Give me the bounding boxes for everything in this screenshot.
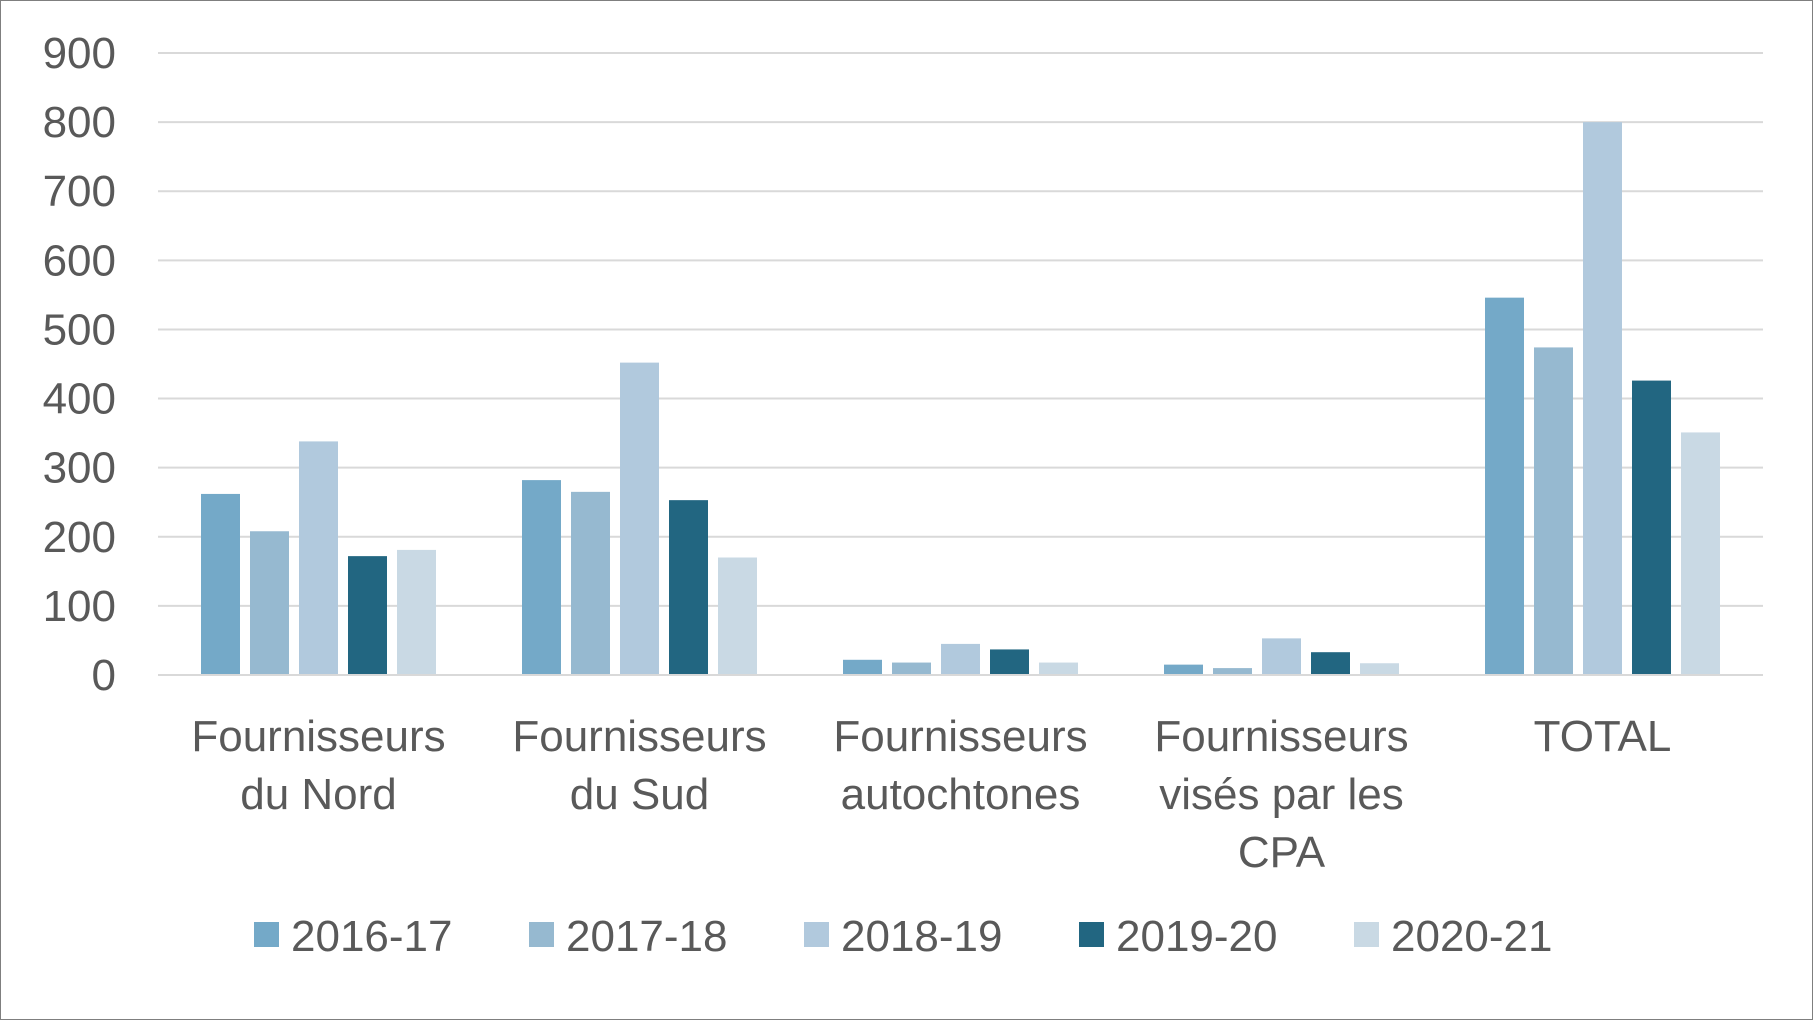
category-label: autochtones [841,770,1081,819]
bar-2017-18 [250,531,289,675]
bars [201,122,1720,676]
bar-2018-19 [941,643,980,675]
y-tick-label: 500 [43,305,116,354]
y-tick-label: 300 [43,444,116,493]
category-labels: Fournisseurs du Nord Fournisseurs du Sud Fou… [191,712,1671,877]
category-label: Fournisseurs [1154,712,1408,761]
bar-2019-20 [348,556,387,675]
bar-2020-21 [397,549,436,675]
y-tick-label: 800 [43,98,116,147]
category-label: TOTAL [1534,712,1672,761]
legend-swatch [1354,922,1379,947]
bar-2017-18 [1213,668,1252,675]
y-tick-label: 200 [43,513,116,562]
bar-2019-20 [990,649,1029,675]
bar-2017-18 [571,491,610,675]
legend: 2016-17 2017-18 2018-19 2019-20 2020-21 [254,912,1552,961]
y-tick-label: 900 [43,29,116,78]
bar-2018-19 [299,441,338,675]
y-tick-label: 0 [92,651,116,700]
legend-label: 2016-17 [291,912,452,961]
legend-label: 2018-19 [841,912,1002,961]
bar-2016-17 [201,493,240,675]
y-tick-label: 400 [43,375,116,424]
y-tick-label: 700 [43,167,116,216]
bar-2020-21 [718,557,757,675]
legend-label: 2017-18 [566,912,727,961]
bar-2019-20 [1311,652,1350,675]
legend-swatch [804,922,829,947]
bar-2017-18 [892,662,931,675]
y-tick-label: 100 [43,582,116,631]
bar-2018-19 [1262,638,1301,675]
y-axis-ticks: 0 100 200 300 400 500 600 700 800 900 [43,29,116,700]
bar-2016-17 [843,659,882,675]
legend-swatch [1079,922,1104,947]
legend-label: 2019-20 [1116,912,1277,961]
bar-2020-21 [1360,663,1399,675]
bar-2017-18 [1534,347,1573,675]
legend-label: 2020-21 [1391,912,1552,961]
bar-2019-20 [669,500,708,675]
bar-2016-17 [522,480,561,675]
category-label: du Sud [570,770,709,819]
y-tick-label: 600 [43,236,116,285]
bar-2016-17 [1485,297,1524,675]
bar-2018-19 [620,362,659,675]
category-label: Fournisseurs [191,712,445,761]
gridlines [158,52,1763,607]
bar-2016-17 [1164,664,1203,675]
bar-2018-19 [1583,122,1622,676]
category-label: Fournisseurs [833,712,1087,761]
bar-2020-21 [1039,662,1078,675]
bar-2020-21 [1681,432,1720,675]
category-label: du Nord [240,770,397,819]
category-label: Fournisseurs [512,712,766,761]
category-label: visés par les [1159,770,1404,819]
category-label: CPA [1238,828,1326,877]
legend-swatch [529,922,554,947]
bar-2019-20 [1632,380,1671,675]
legend-swatch [254,922,279,947]
